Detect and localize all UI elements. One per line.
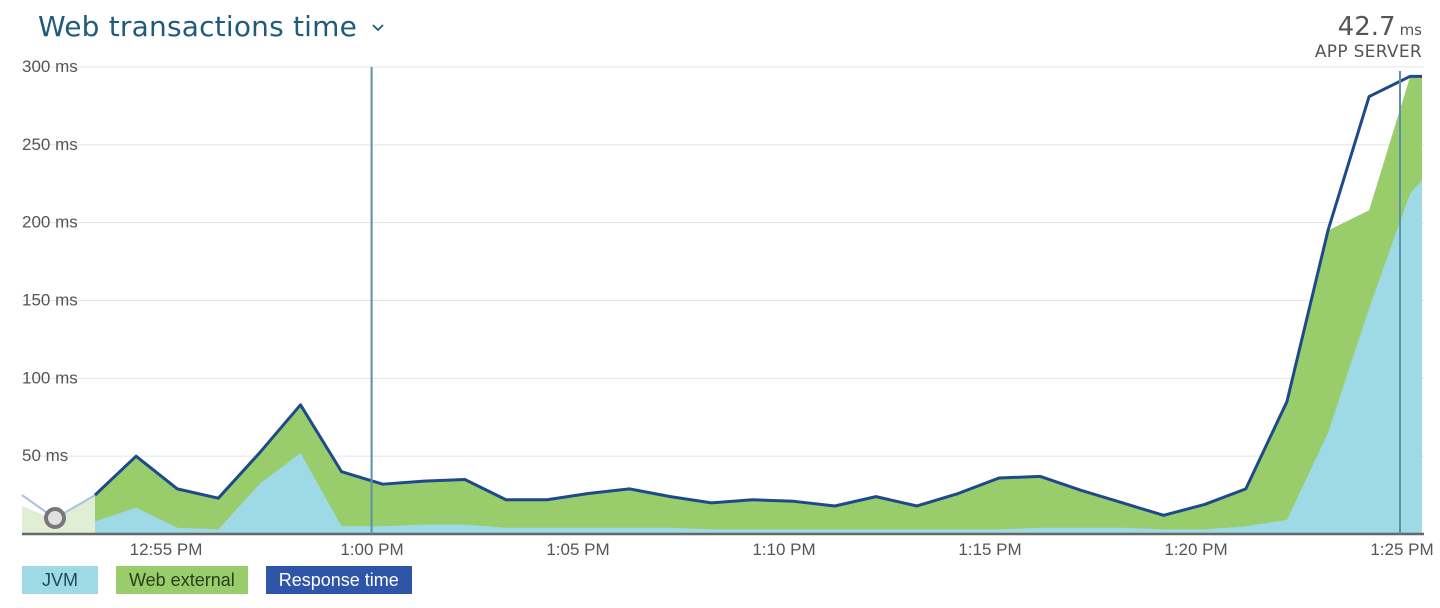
legend: JVM Web external Response time <box>22 566 412 594</box>
y-tick-label: 50 ms <box>22 446 68 465</box>
legend-web-external[interactable]: Web external <box>116 566 248 594</box>
summary-value: 42.7 <box>1337 12 1396 42</box>
legend-jvm[interactable]: JVM <box>22 566 98 594</box>
summary-label: APP SERVER <box>1314 42 1422 62</box>
y-tick-label: 300 ms <box>22 57 78 76</box>
x-tick-label: 1:15 PM <box>958 540 1021 559</box>
x-tick-label: 1:00 PM <box>340 540 403 559</box>
app-server-summary: 42.7 ms APP SERVER <box>1315 12 1422 62</box>
summary-unit: ms <box>1399 21 1422 39</box>
legend-response-time[interactable]: Response time <box>265 566 412 594</box>
x-tick-label: 1:05 PM <box>546 540 609 559</box>
y-tick-label: 100 ms <box>22 368 78 387</box>
y-tick-label: 150 ms <box>22 291 78 310</box>
chart-title: Web transactions time <box>38 10 358 43</box>
chevron-down-icon[interactable] <box>371 20 385 34</box>
x-tick-label: 1:25 PM <box>1370 540 1433 559</box>
x-tick-label: 1:20 PM <box>1164 540 1227 559</box>
area-chart[interactable]: 300 ms 250 ms 200 ms 150 ms 100 ms 50 ms 12:55… <box>0 0 1440 560</box>
jvm-area[interactable] <box>95 180 1422 535</box>
faded-area-start <box>22 495 95 534</box>
response-time-line[interactable] <box>93 74 1422 517</box>
x-tick-label: 1:10 PM <box>752 540 815 559</box>
y-tick-label: 250 ms <box>22 135 78 154</box>
scrub-handle[interactable] <box>44 507 66 529</box>
x-tick-label: 12:55 PM <box>130 540 203 559</box>
chart-header: Web transactions time <box>38 10 385 43</box>
y-tick-label: 200 ms <box>22 213 78 232</box>
